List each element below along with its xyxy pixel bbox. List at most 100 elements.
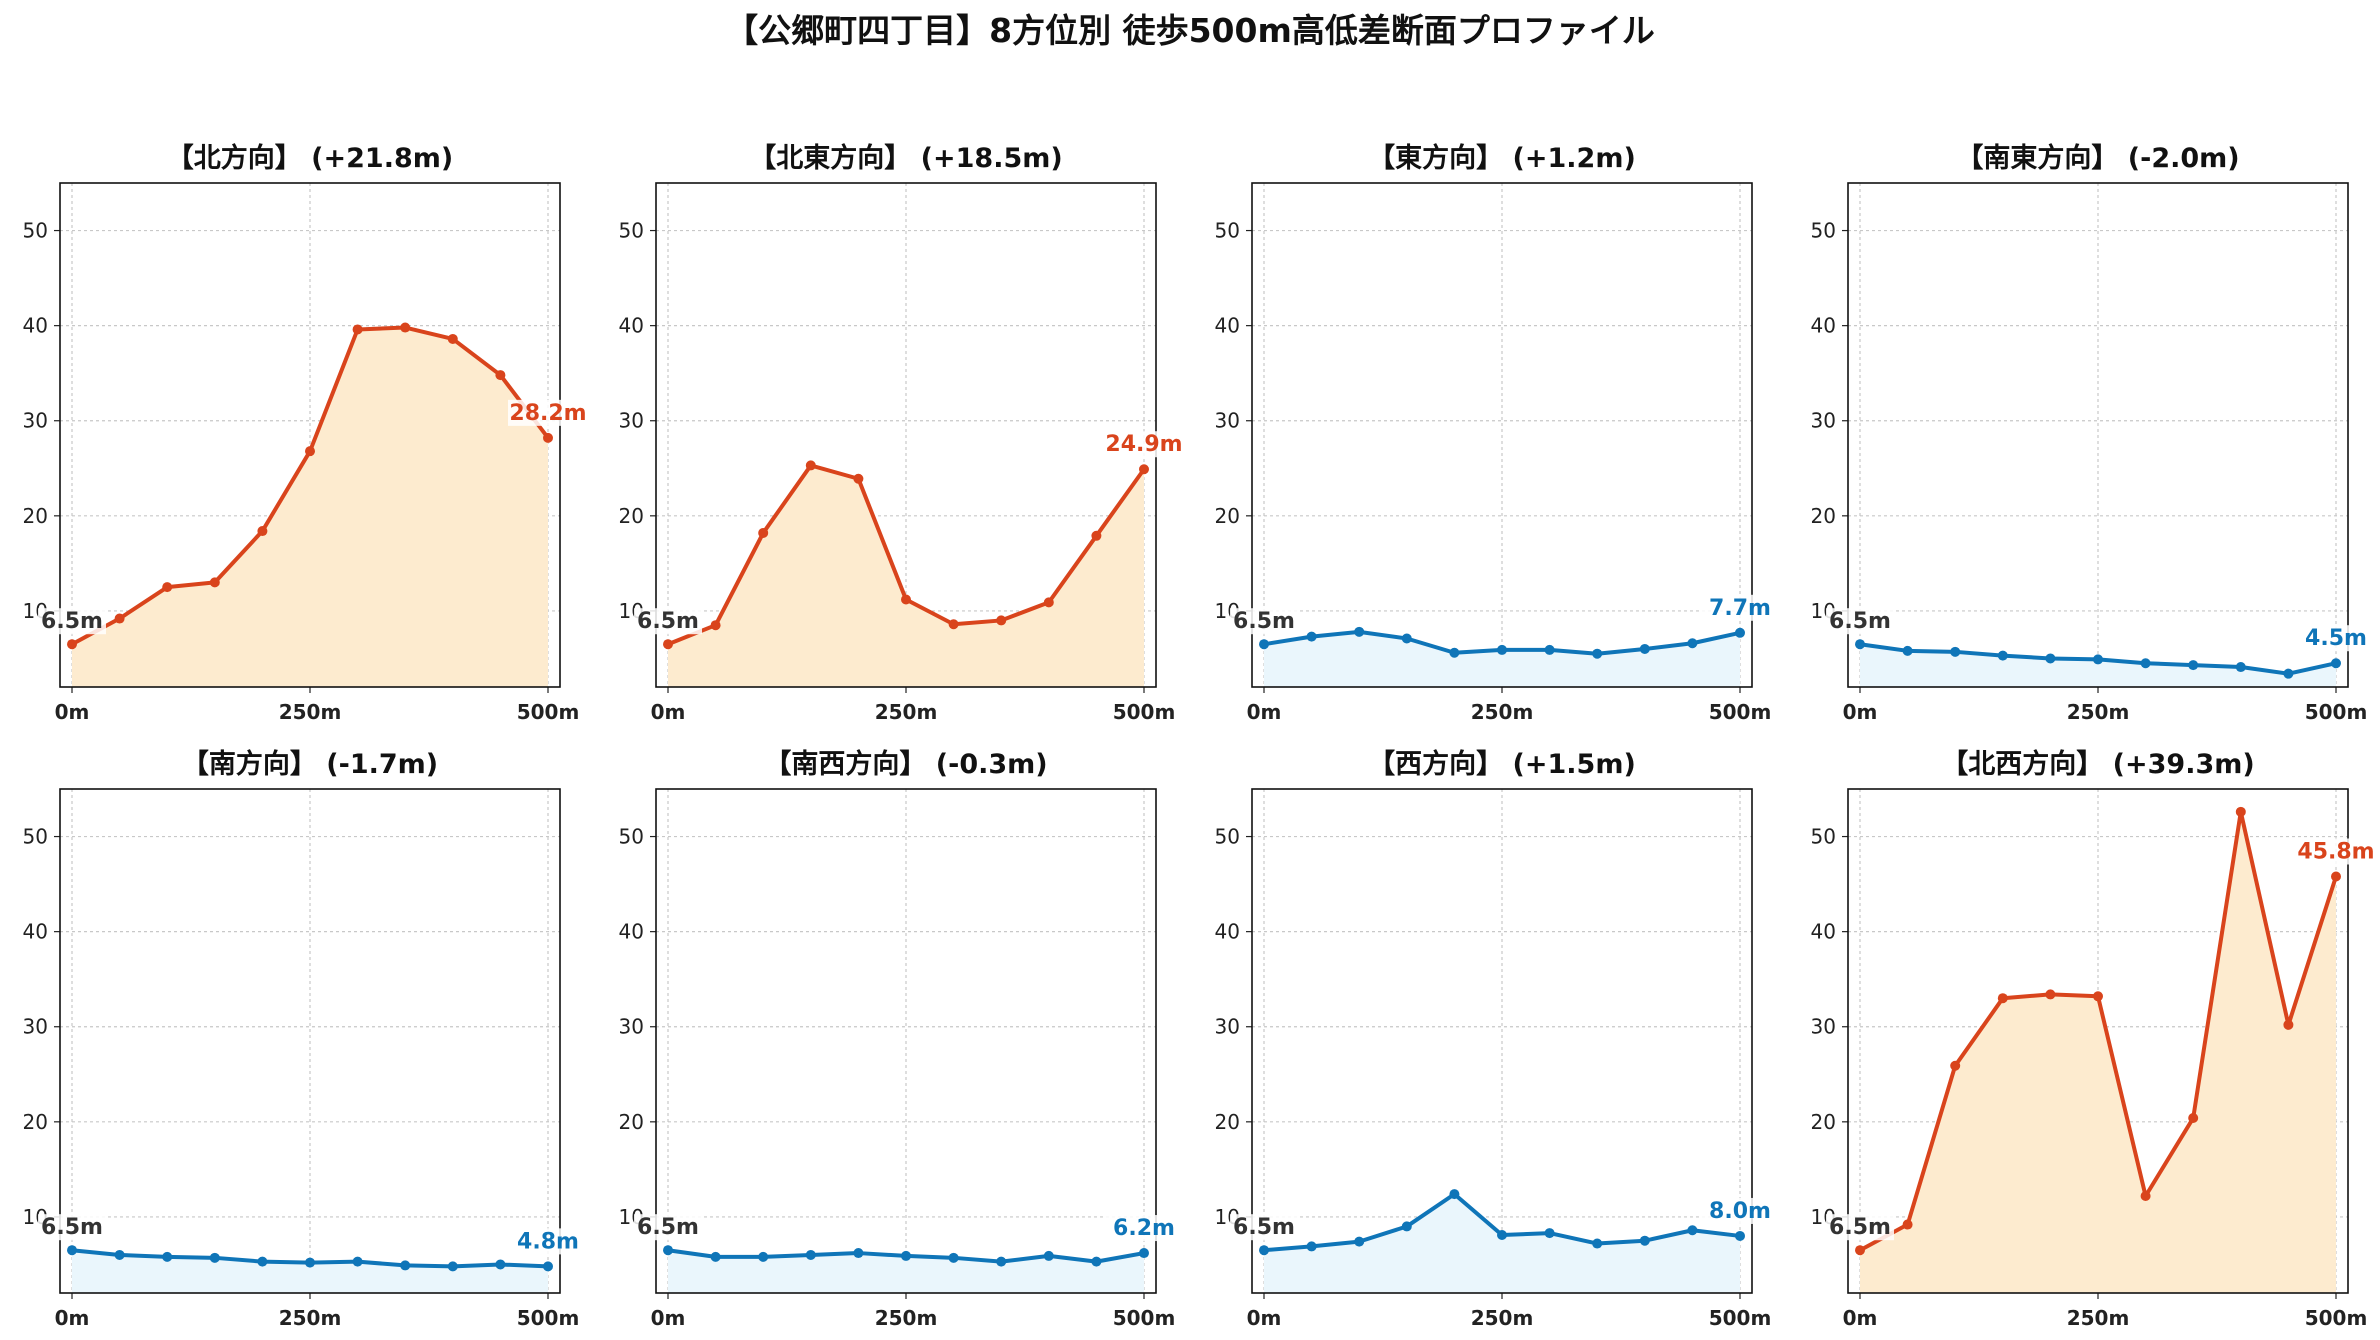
data-point bbox=[1735, 627, 1745, 638]
data-point bbox=[1544, 644, 1555, 655]
end-label-bg bbox=[1104, 431, 1184, 458]
data-point bbox=[710, 620, 721, 631]
start-label: 6.5m bbox=[1829, 1215, 1891, 1240]
data-point bbox=[495, 370, 506, 381]
x-tick-label: 500m bbox=[1113, 700, 1176, 724]
data-point bbox=[1902, 645, 1913, 656]
y-tick-label: 30 bbox=[1215, 409, 1240, 433]
data-point bbox=[209, 1252, 220, 1263]
end-label: 6.2m bbox=[1113, 1216, 1175, 1241]
y-tick-label: 40 bbox=[619, 920, 644, 944]
end-label-bg bbox=[508, 399, 588, 426]
data-point bbox=[1950, 646, 1961, 657]
x-tick-label: 0m bbox=[651, 700, 686, 724]
x-tick-label: 250m bbox=[1471, 700, 1534, 724]
data-point bbox=[1497, 644, 1507, 655]
data-point bbox=[1997, 650, 2008, 661]
data-point bbox=[209, 577, 220, 588]
x-tick-label: 0m bbox=[1843, 1306, 1878, 1330]
start-label-bg bbox=[38, 1214, 106, 1241]
data-point bbox=[1401, 633, 1412, 644]
y-tick-label: 20 bbox=[1215, 504, 1240, 528]
plot-frame bbox=[59, 788, 561, 1294]
x-tick-label: 0m bbox=[55, 700, 90, 724]
end-label-bg bbox=[1104, 1215, 1184, 1242]
y-tick-label: 40 bbox=[1811, 920, 1836, 944]
data-point bbox=[710, 1251, 721, 1262]
x-tick-label: 500m bbox=[1113, 1306, 1176, 1330]
data-point bbox=[853, 473, 864, 484]
data-point bbox=[1902, 1219, 1913, 1230]
y-tick-label: 40 bbox=[23, 920, 48, 944]
data-point bbox=[114, 613, 125, 624]
data-point bbox=[1855, 639, 1865, 650]
y-tick-label: 30 bbox=[619, 1015, 644, 1039]
data-point bbox=[1306, 631, 1317, 642]
data-point bbox=[2283, 668, 2294, 679]
y-tick-label: 20 bbox=[619, 1110, 644, 1134]
plot-frame bbox=[1847, 788, 2349, 1294]
elevation-area bbox=[668, 1250, 1144, 1293]
data-point bbox=[1639, 1235, 1650, 1246]
data-point bbox=[1043, 1250, 1054, 1261]
data-point bbox=[1091, 1256, 1102, 1267]
x-tick-label: 0m bbox=[55, 1306, 90, 1330]
data-point bbox=[2045, 989, 2056, 1000]
data-point bbox=[2331, 658, 2341, 669]
data-point bbox=[352, 1256, 363, 1267]
data-point bbox=[447, 1261, 458, 1272]
elevation-area bbox=[668, 465, 1144, 687]
plot-frame bbox=[1251, 182, 1753, 688]
data-point bbox=[996, 615, 1007, 626]
start-label-bg bbox=[38, 608, 106, 635]
elevation-area bbox=[1264, 1194, 1740, 1293]
x-tick-label: 250m bbox=[2067, 700, 2130, 724]
elevation-area bbox=[72, 327, 548, 687]
start-label-bg bbox=[1230, 1214, 1298, 1241]
data-point bbox=[1592, 648, 1603, 659]
end-label: 45.8m bbox=[2297, 839, 2374, 864]
data-point bbox=[352, 324, 363, 335]
data-point bbox=[257, 526, 268, 537]
end-label: 4.5m bbox=[2305, 626, 2367, 651]
data-point bbox=[901, 594, 911, 605]
subplot-title: 【北西方向】 (+39.3m) bbox=[1941, 748, 2254, 780]
y-tick-label: 20 bbox=[23, 504, 48, 528]
y-tick-label: 40 bbox=[1811, 314, 1836, 338]
x-tick-label: 250m bbox=[1471, 1306, 1534, 1330]
data-point bbox=[2140, 1191, 2151, 1202]
x-tick-label: 500m bbox=[1709, 700, 1772, 724]
end-label-bg bbox=[2296, 838, 2376, 865]
start-label: 6.5m bbox=[41, 1215, 103, 1240]
y-tick-label: 50 bbox=[23, 825, 48, 849]
y-tick-label: 30 bbox=[23, 409, 48, 433]
data-point bbox=[996, 1256, 1007, 1267]
start-label-bg bbox=[634, 1214, 702, 1241]
data-point bbox=[1354, 626, 1365, 637]
x-tick-label: 500m bbox=[1709, 1306, 1772, 1330]
start-label: 6.5m bbox=[1233, 609, 1295, 634]
start-label: 6.5m bbox=[637, 1215, 699, 1240]
data-point bbox=[1544, 1228, 1555, 1239]
elevation-area bbox=[72, 1250, 548, 1293]
x-tick-label: 500m bbox=[2305, 1306, 2368, 1330]
plot-frame bbox=[655, 788, 1157, 1294]
data-point bbox=[495, 1259, 506, 1270]
y-tick-label: 30 bbox=[1811, 1015, 1836, 1039]
y-tick-label: 50 bbox=[1811, 825, 1836, 849]
x-tick-label: 0m bbox=[651, 1306, 686, 1330]
y-tick-label: 20 bbox=[619, 504, 644, 528]
y-tick-label: 30 bbox=[1215, 1015, 1240, 1039]
data-point bbox=[2093, 654, 2103, 665]
data-point bbox=[805, 1249, 816, 1260]
data-point bbox=[1139, 464, 1149, 475]
figure-title: 【公郷町四丁目】8方位別 徒歩500m高低差断面プロファイル bbox=[725, 11, 1655, 50]
plot-frame bbox=[1251, 788, 1753, 1294]
